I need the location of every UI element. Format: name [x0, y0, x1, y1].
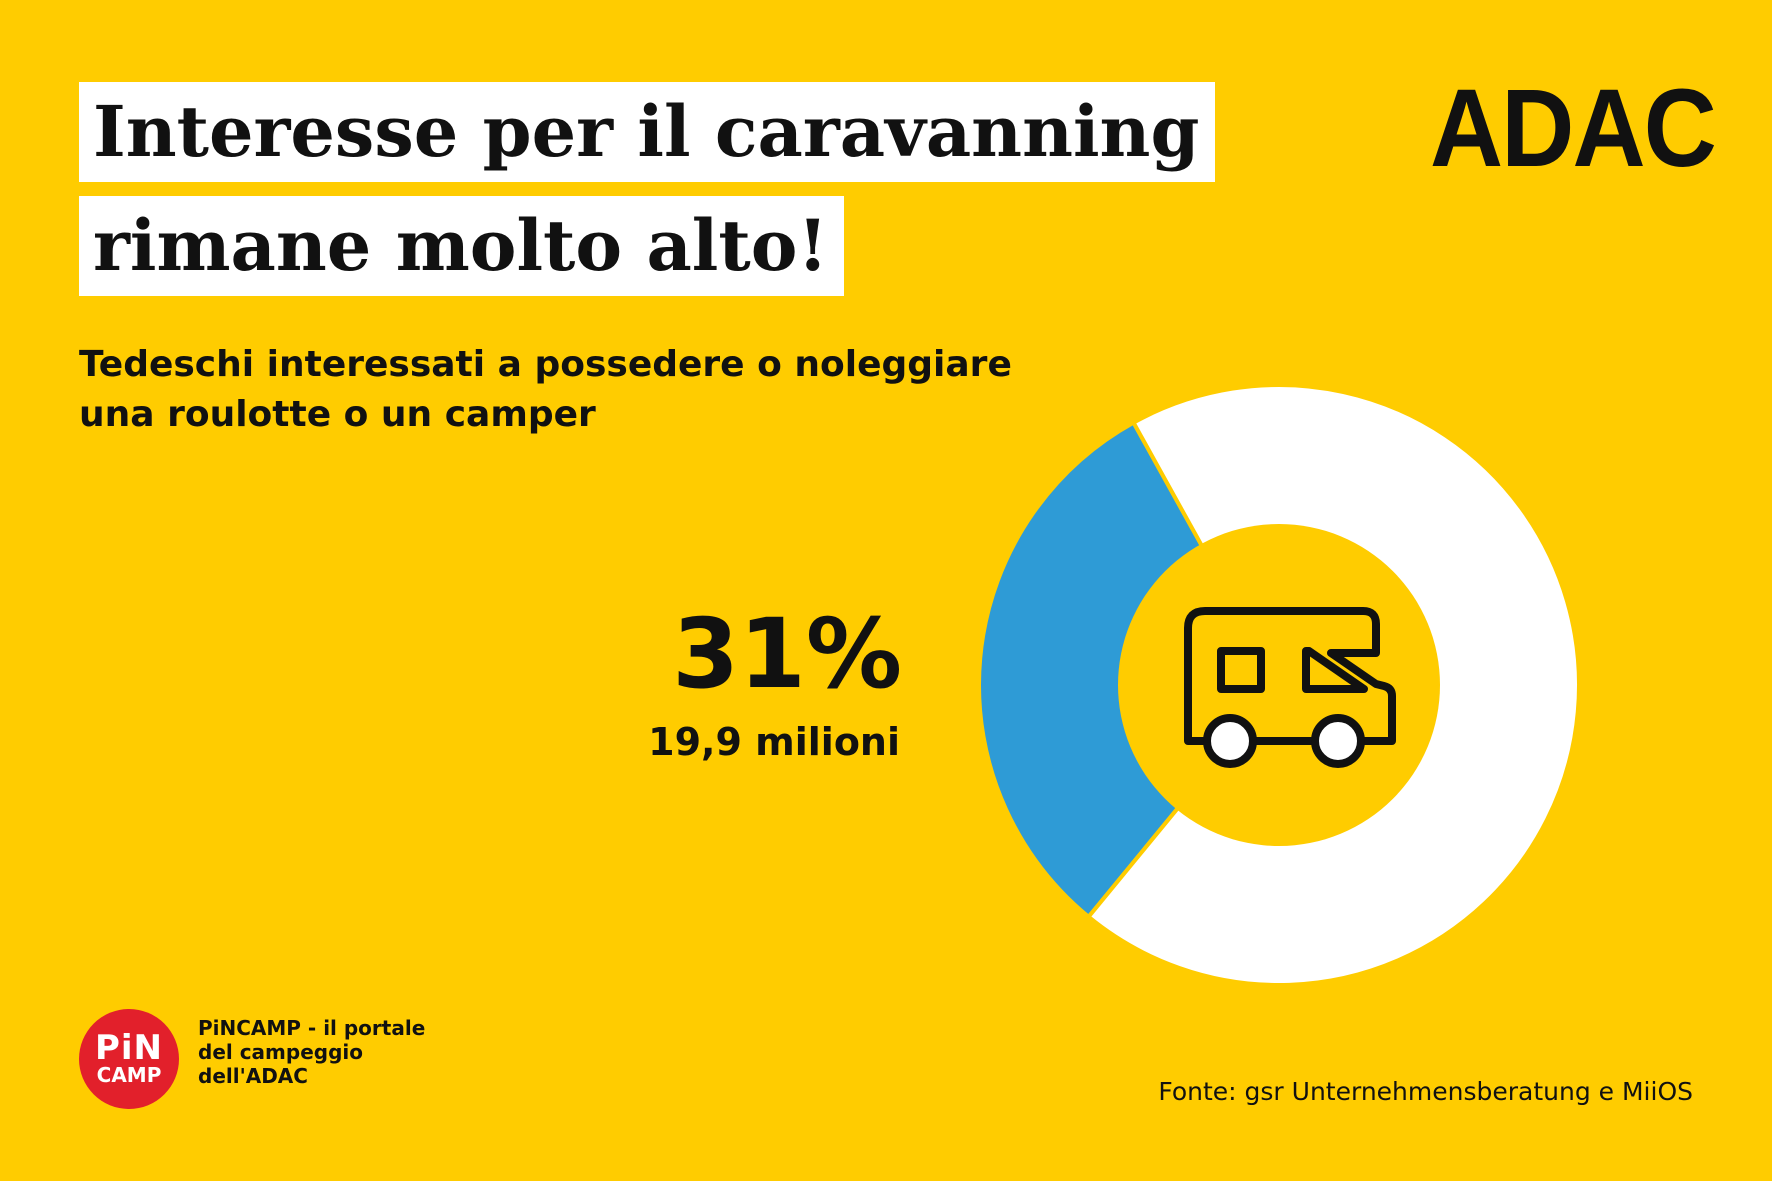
highlight-count-label: 19,9 milioni [648, 720, 900, 764]
adac-logo: ADAC [1430, 67, 1717, 190]
chart-subtitle: Tedeschi interessati a possedere o noleg… [79, 344, 1012, 435]
highlight-percent-label: 31% [672, 598, 902, 710]
pincamp-logo-badge: PiN CAMP [79, 1009, 179, 1109]
pincamp-logo-line2: CAMP [96, 1063, 162, 1087]
donut-hole [1118, 524, 1440, 846]
source-note: Fonte: gsr Unternehmensberatung e MiiOS [1158, 1077, 1693, 1106]
pincamp-description: PiNCAMP - il portale del campeggio dell'… [198, 1016, 426, 1088]
title-line-2: rimane molto alto! [79, 196, 845, 296]
title-line-1: Interesse per il caravanning [79, 82, 1216, 182]
camper-van-icon [1184, 607, 1396, 768]
pincamp-logo-line1: PiN [94, 1028, 164, 1068]
